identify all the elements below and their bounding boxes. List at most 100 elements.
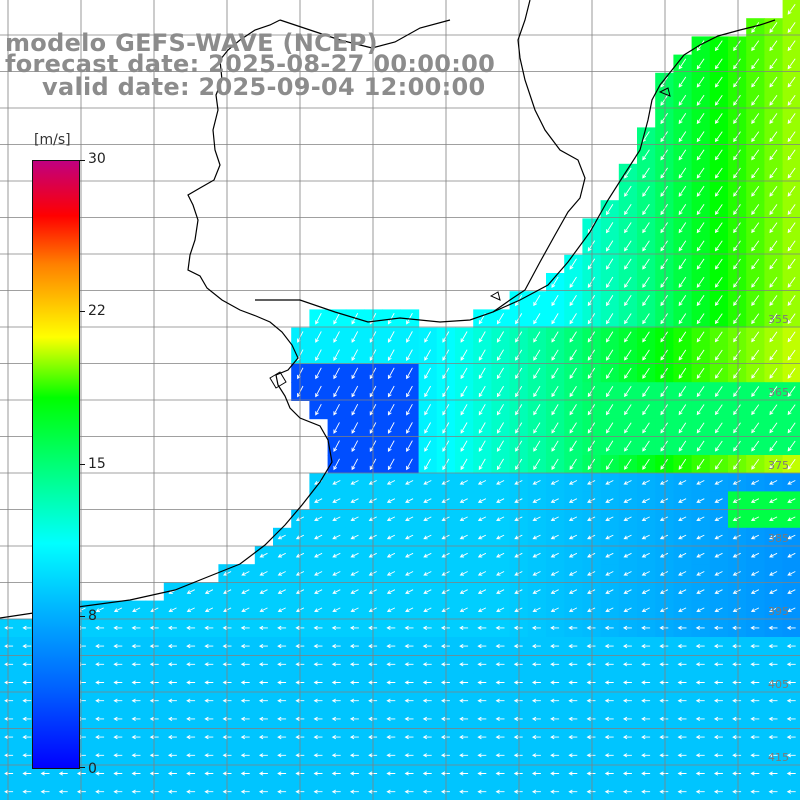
wind-arrow	[733, 276, 741, 288]
wind-arrow	[422, 735, 432, 740]
wind-arrow	[751, 113, 760, 124]
wind-arrow	[622, 680, 632, 685]
wind-arrow	[768, 735, 778, 740]
wind-arrow	[695, 662, 705, 667]
wind-arrow	[641, 498, 650, 503]
wind-arrow	[733, 76, 741, 88]
wind-arrow	[351, 367, 359, 380]
wind-arrow	[331, 680, 341, 685]
wind-arrow	[769, 258, 778, 270]
wind-arrow	[351, 403, 359, 416]
wind-arrow	[642, 404, 650, 416]
wind-arrow	[696, 222, 705, 234]
wind-arrow	[586, 662, 596, 667]
wind-arrow	[167, 753, 177, 758]
wind-arrow	[95, 625, 105, 630]
wind-arrow	[622, 644, 632, 649]
wind-arrow	[423, 534, 432, 540]
wind-arrow	[167, 680, 177, 685]
wind-arrow	[678, 222, 687, 234]
wind-arrow	[695, 789, 705, 794]
wind-arrow	[551, 385, 559, 398]
wind-arrow	[769, 222, 778, 234]
wind-arrow	[624, 167, 632, 179]
wind-arrow	[532, 552, 541, 558]
wind-arrow	[750, 516, 760, 522]
wind-arrow	[240, 662, 250, 667]
wind-arrow	[113, 789, 123, 794]
wind-arrow	[259, 607, 268, 613]
wind-arrow	[423, 498, 432, 503]
wind-arrow	[641, 607, 650, 613]
wind-arrow	[660, 331, 668, 343]
wind-arrow	[696, 76, 705, 88]
wind-arrow	[496, 552, 505, 558]
wind-arrow	[641, 571, 650, 576]
coastline-path-river	[279, 19, 451, 49]
wind-arrow	[477, 589, 487, 594]
wind-arrow	[350, 480, 359, 485]
wind-arrow	[386, 552, 396, 558]
wind-arrow	[315, 403, 322, 416]
wind-arrow	[678, 58, 687, 70]
wind-arrow	[732, 625, 742, 630]
wind-arrow	[678, 480, 687, 485]
wind-arrow	[131, 680, 141, 685]
title-forecast-date: forecast date: 2025-08-27 00:00:00	[5, 50, 496, 78]
wind-arrow	[387, 403, 395, 416]
wind-arrow	[696, 607, 705, 613]
wind-arrow	[424, 349, 431, 361]
wind-arrow	[733, 40, 741, 52]
wind-arrow	[277, 698, 287, 703]
wind-arrow	[714, 40, 723, 52]
wind-arrow	[222, 662, 232, 667]
wind-arrow	[769, 276, 778, 288]
wind-arrow	[769, 422, 778, 434]
wind-arrow	[714, 552, 723, 558]
wind-arrow	[695, 680, 705, 685]
wind-arrow	[4, 735, 14, 740]
wind-arrow	[659, 716, 669, 721]
wind-arrow	[751, 422, 760, 434]
wind-arrow	[751, 295, 760, 306]
wind-arrow	[186, 771, 196, 776]
wind-arrow	[678, 204, 687, 216]
wind-arrow	[604, 680, 614, 685]
wind-arrow	[787, 349, 796, 361]
wind-arrow	[660, 422, 668, 434]
wind-arrow	[750, 607, 760, 613]
wind-arrow	[750, 552, 760, 558]
wind-arrow	[568, 735, 578, 740]
wind-arrow	[333, 367, 340, 380]
wind-arrow	[131, 735, 141, 740]
wind-arrow	[333, 458, 340, 471]
wind-arrow	[277, 644, 287, 649]
wind-arrow	[568, 571, 578, 576]
wind-arrow	[459, 516, 468, 522]
wind-arrow	[641, 698, 651, 703]
wind-arrow	[387, 349, 395, 362]
wind-arrow	[769, 480, 778, 485]
wind-arrow	[678, 607, 687, 613]
wind-arrow	[532, 534, 541, 540]
wind-arrow	[751, 313, 760, 325]
wind-arrow	[531, 644, 541, 649]
wind-arrow	[787, 552, 796, 558]
wind-arrow	[404, 735, 414, 740]
wind-arrow	[568, 552, 578, 558]
wind-arrow	[551, 367, 559, 379]
wind-arrow	[787, 94, 796, 106]
wind-arrow	[167, 698, 177, 703]
wind-arrow	[22, 625, 32, 630]
wind-arrow	[677, 625, 687, 630]
wind-arrow	[386, 607, 396, 613]
wind-arrow	[786, 662, 796, 667]
wind-arrow	[132, 607, 141, 613]
wind-arrow	[714, 258, 723, 270]
wind-arrow	[496, 331, 504, 343]
wind-arrow	[405, 498, 414, 503]
wind-arrow	[478, 404, 486, 416]
wind-arrow	[696, 149, 705, 161]
wind-arrow	[733, 58, 741, 70]
wind-arrow	[642, 422, 650, 434]
